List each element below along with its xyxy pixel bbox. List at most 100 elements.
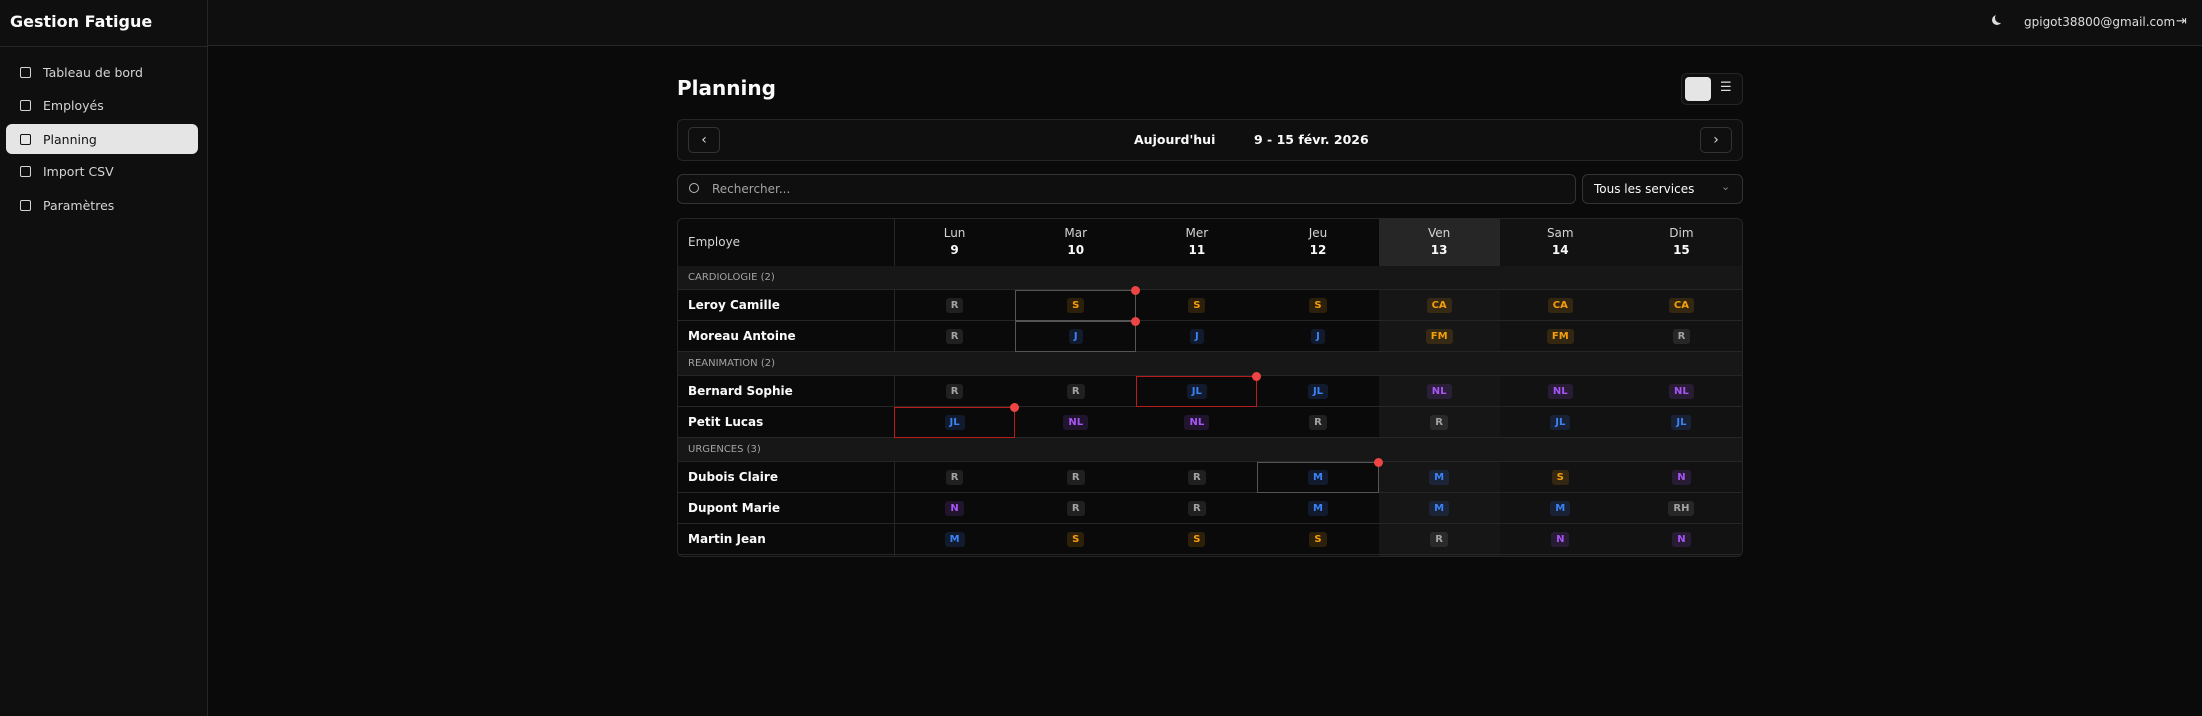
shift-cell[interactable]: JL — [1500, 407, 1621, 438]
shift-cell[interactable]: R — [1379, 524, 1500, 555]
shift-cell[interactable]: R — [1015, 462, 1136, 493]
prev-week[interactable]: ‹ — [688, 127, 720, 153]
shift-cell[interactable]: R — [894, 462, 1015, 493]
shift-cell[interactable]: FM — [1379, 321, 1500, 352]
alert-dot — [1131, 317, 1141, 326]
service-filter[interactable]: Tous les services ⌄ — [1582, 174, 1743, 204]
day-name: Sam — [1546, 226, 1574, 240]
shift-cell[interactable]: RH — [1621, 493, 1742, 524]
shift-cell[interactable]: J — [1015, 321, 1136, 352]
shift-cell[interactable]: S — [1015, 290, 1136, 321]
shift-badge: S — [1309, 298, 1327, 313]
nav-item[interactable]: Import CSV — [6, 156, 198, 186]
logout[interactable]: ⇥ — [2176, 14, 2187, 29]
shift-cell[interactable]: S — [1136, 290, 1257, 321]
nav-item[interactable]: Tableau de bord — [6, 57, 198, 87]
nav-label: Import CSV — [43, 163, 114, 179]
shift-badge: JL — [1550, 415, 1571, 430]
shift-badge: R — [1188, 470, 1206, 485]
nav-item[interactable]: Paramètres — [6, 190, 198, 220]
nav-icon — [20, 66, 31, 78]
shift-badge: S — [1188, 298, 1206, 313]
shift-cell[interactable]: NL — [1379, 376, 1500, 407]
shift-cell[interactable]: R — [1257, 407, 1378, 438]
shift-cell[interactable]: R — [1015, 493, 1136, 524]
shift-cell[interactable]: N — [894, 493, 1015, 524]
shift-cell[interactable]: J — [1257, 321, 1378, 352]
group-label: CARDIOLOGIE (2) — [688, 272, 775, 283]
shift-cell[interactable]: M — [1379, 493, 1500, 524]
search[interactable]: Rechercher... — [677, 174, 1576, 204]
row-border — [678, 351, 1742, 352]
day-date: 15 — [1673, 243, 1690, 257]
today-button[interactable]: Aujourd'hui — [1134, 132, 1216, 147]
shift-cell[interactable]: R — [1136, 462, 1257, 493]
col-border — [894, 219, 895, 556]
shift-cell[interactable]: JL — [1621, 407, 1742, 438]
search-icon — [689, 183, 699, 193]
shift-cell[interactable]: S — [1257, 524, 1378, 555]
shift-cell[interactable]: M — [1379, 462, 1500, 493]
nav-item[interactable]: Planning — [6, 124, 198, 154]
shift-cell[interactable]: CA — [1379, 290, 1500, 321]
alert-dot — [1010, 403, 1020, 412]
shift-cell[interactable]: N — [1621, 524, 1742, 555]
list-view[interactable]: ☰ — [1720, 80, 1732, 95]
shift-cell[interactable]: CA — [1500, 290, 1621, 321]
shift-badge: M — [944, 532, 965, 547]
shift-badge: R — [945, 329, 964, 344]
shift-cell[interactable]: R — [1621, 321, 1742, 352]
shift-cell[interactable]: S — [1015, 524, 1136, 555]
shift-cell[interactable]: R — [1015, 376, 1136, 407]
next-week[interactable]: › — [1700, 127, 1732, 153]
shift-cell[interactable]: JL — [1136, 376, 1257, 407]
shift-badge: FM — [1425, 329, 1453, 344]
page-title: Planning — [677, 76, 776, 100]
shift-badge: CA — [1668, 298, 1694, 313]
shift-badge: S — [1067, 532, 1085, 547]
group-row — [678, 438, 1742, 462]
calendar-view[interactable] — [1685, 77, 1711, 101]
shift-cell[interactable]: JL — [894, 407, 1015, 438]
user-email: gpigot38800@gmail.com — [2024, 15, 2176, 29]
shift-cell[interactable]: M — [894, 524, 1015, 555]
shift-cell[interactable]: NL — [1136, 407, 1257, 438]
shift-cell[interactable]: NL — [1015, 407, 1136, 438]
shift-cell[interactable]: FM — [1500, 321, 1621, 352]
shift-cell[interactable]: CA — [1621, 290, 1742, 321]
group-row — [678, 352, 1742, 376]
shift-badge: S — [1551, 470, 1569, 485]
shift-cell[interactable]: NL — [1621, 376, 1742, 407]
day-header: Dim 15 — [1621, 225, 1742, 259]
shift-cell[interactable]: M — [1257, 493, 1378, 524]
shift-cell[interactable]: J — [1136, 321, 1257, 352]
shift-badge: M — [1308, 501, 1328, 516]
shift-cell[interactable]: R — [894, 290, 1015, 321]
shift-badge: RH — [1668, 501, 1695, 516]
shift-badge: NL — [1547, 384, 1573, 399]
shift-cell[interactable]: S — [1257, 290, 1378, 321]
alert-dot — [1373, 458, 1383, 467]
shift-badge: R — [1430, 532, 1448, 547]
shift-cell[interactable]: N — [1621, 462, 1742, 493]
row-border — [678, 437, 1742, 438]
nav-item[interactable]: Employés — [6, 90, 198, 120]
shift-badge: M — [1550, 501, 1571, 516]
theme-toggle[interactable] — [1992, 15, 2002, 25]
shift-cell[interactable]: JL — [1257, 376, 1378, 407]
group-label: URGENCES (3) — [688, 444, 761, 455]
shift-cell[interactable]: R — [894, 321, 1015, 352]
shift-cell[interactable]: S — [1136, 524, 1257, 555]
shift-cell[interactable]: N — [1500, 524, 1621, 555]
shift-cell[interactable]: R — [1379, 407, 1500, 438]
shift-cell[interactable]: NL — [1500, 376, 1621, 407]
shift-cell[interactable]: S — [1500, 462, 1621, 493]
shift-cell[interactable]: R — [894, 376, 1015, 407]
shift-cell[interactable]: M — [1257, 462, 1378, 493]
day-header: Mer 11 — [1136, 225, 1257, 259]
shift-cell[interactable]: M — [1500, 493, 1621, 524]
group-label: REANIMATION (2) — [688, 358, 775, 369]
shift-badge: S — [1309, 532, 1327, 547]
shift-cell[interactable]: R — [1136, 493, 1257, 524]
